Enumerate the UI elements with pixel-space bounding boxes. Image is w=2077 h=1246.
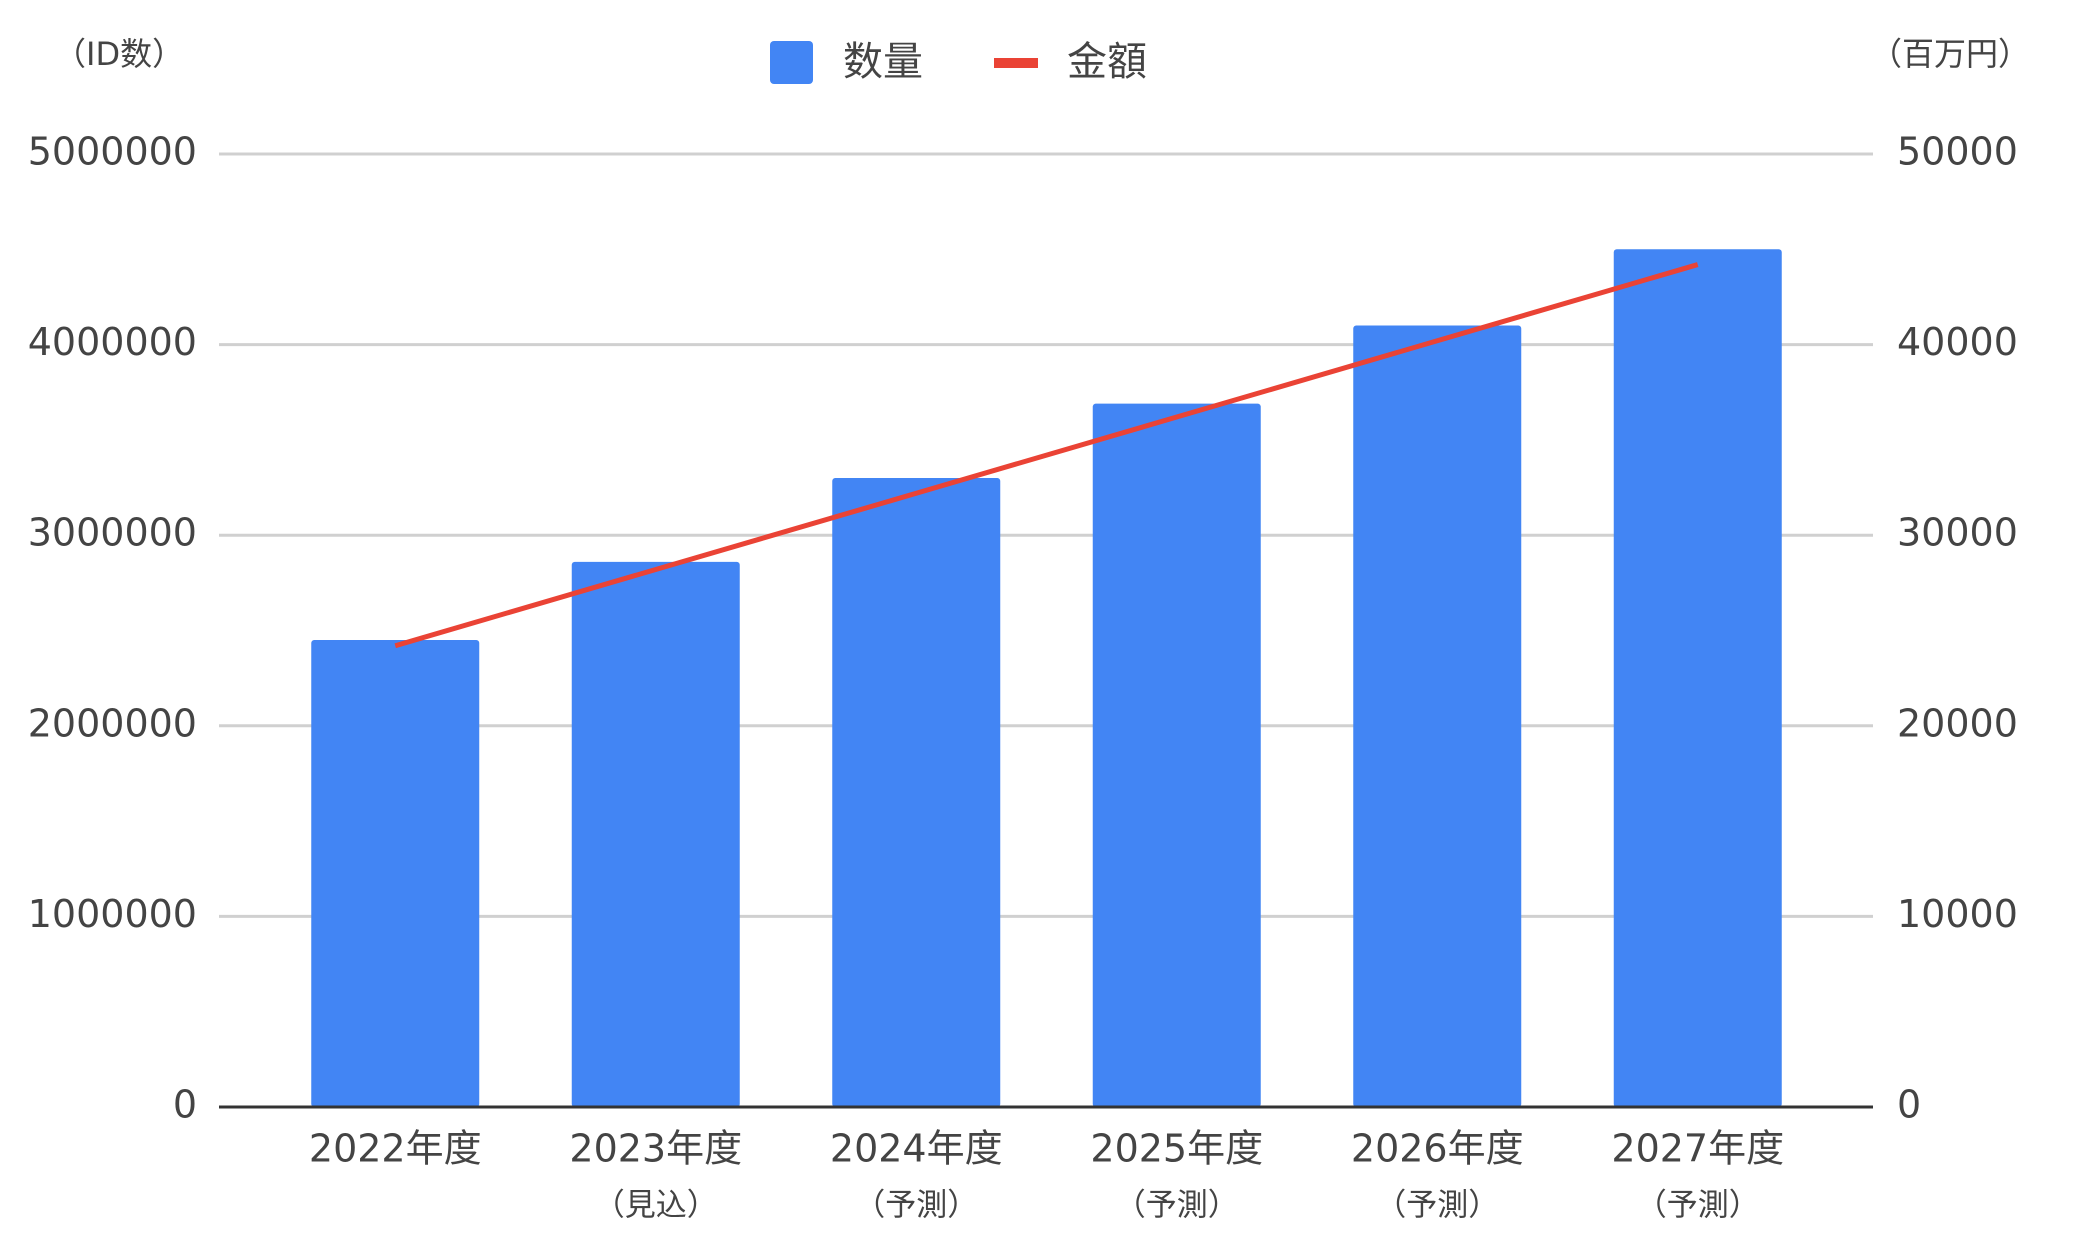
bar bbox=[311, 640, 480, 1107]
y2-tick-label: 10000 bbox=[1897, 892, 2018, 936]
x-tick-sublabel: （見込） bbox=[594, 1188, 718, 1224]
bar bbox=[1092, 403, 1261, 1107]
legend-swatch bbox=[770, 41, 813, 84]
legend-swatch bbox=[994, 58, 1038, 68]
x-tick-sublabel: （予測） bbox=[1636, 1188, 1760, 1224]
bar bbox=[1613, 249, 1782, 1108]
x-tick-label: 2024年度 bbox=[830, 1127, 1003, 1171]
legend-label: 数量 bbox=[843, 39, 923, 85]
y2-tick-label: 0 bbox=[1897, 1083, 1921, 1127]
y-axis-title: （ID数） bbox=[54, 35, 184, 73]
x-tick-label: 2022年度 bbox=[309, 1127, 482, 1171]
x-tick-label: 2027年度 bbox=[1611, 1127, 1784, 1171]
y-tick-label: 2000000 bbox=[28, 701, 197, 745]
x-tick-label: 2026年度 bbox=[1351, 1127, 1524, 1171]
y-tick-label: 4000000 bbox=[28, 320, 197, 364]
y-tick-label: 3000000 bbox=[28, 511, 197, 555]
y2-tick-label: 50000 bbox=[1897, 130, 2018, 174]
legend-label: 金額 bbox=[1067, 39, 1147, 85]
y-tick-label: 1000000 bbox=[28, 892, 197, 936]
bar bbox=[571, 561, 740, 1107]
x-tick-label: 2023年度 bbox=[569, 1127, 742, 1171]
bar bbox=[832, 478, 1001, 1107]
x-tick-sublabel: （予測） bbox=[1375, 1188, 1499, 1224]
y2-tick-label: 30000 bbox=[1897, 511, 2018, 555]
bar bbox=[1353, 325, 1522, 1107]
y2-tick-label: 40000 bbox=[1897, 320, 2018, 364]
x-tick-sublabel: （予測） bbox=[854, 1188, 978, 1224]
line bbox=[394, 262, 1699, 649]
y2-tick-label: 20000 bbox=[1897, 701, 2018, 745]
y-tick-label: 0 bbox=[173, 1083, 197, 1127]
y2-axis-title: （百万円） bbox=[1870, 35, 2030, 73]
y-tick-label: 5000000 bbox=[28, 130, 197, 174]
x-tick-sublabel: （予測） bbox=[1115, 1188, 1239, 1224]
x-tick-label: 2025年度 bbox=[1090, 1127, 1263, 1171]
